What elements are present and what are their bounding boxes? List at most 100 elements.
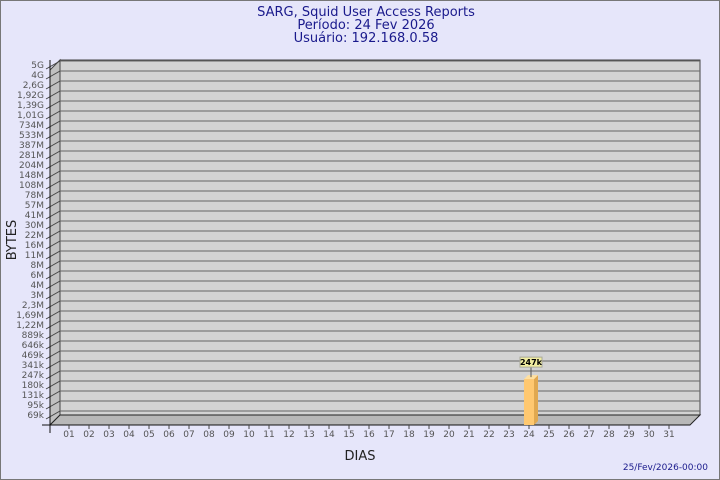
y-tick-mark: [45, 220, 61, 230]
y-tick-label: 95k: [27, 401, 44, 411]
x-tick-label: 23: [503, 430, 514, 440]
y-tick-label: 2,6G: [23, 81, 44, 91]
bar-side: [534, 375, 538, 425]
data-label: 247k: [520, 358, 543, 367]
y-tick-mark: [45, 270, 61, 280]
y-tick-mark: [45, 410, 61, 420]
y-tick-mark: [45, 60, 61, 70]
x-tick-label: 24: [523, 430, 535, 440]
y-tick-mark: [45, 320, 61, 330]
y-tick-label: 6M: [31, 271, 45, 281]
y-tick-label: 180k: [22, 381, 45, 391]
x-tick-label: 30: [643, 430, 655, 440]
y-tick-label: 1,22M: [16, 321, 44, 331]
y-tick-label: 131k: [22, 391, 45, 401]
y-tick-label: 22M: [25, 231, 44, 241]
y-tick-mark: [45, 330, 61, 340]
y-tick-mark: [45, 170, 61, 180]
x-axis-label: DIAS: [345, 449, 376, 464]
y-tick-mark: [45, 350, 61, 360]
y-tick-mark: [45, 310, 61, 320]
y-tick-label: 281M: [19, 151, 44, 161]
y-tick-mark: [45, 70, 61, 80]
x-tick-label: 17: [383, 430, 394, 440]
y-tick-mark: [45, 370, 61, 380]
chart-title: SARG, Squid User Access Reports: [257, 5, 475, 20]
x-tick-label: 28: [603, 430, 615, 440]
x-tick-label: 26: [563, 430, 575, 440]
y-tick-mark: [45, 130, 61, 140]
y-tick-mark: [45, 240, 61, 250]
x-tick-label: 11: [263, 430, 274, 440]
x-tick-label: 16: [363, 430, 375, 440]
data-label-box: [519, 356, 543, 368]
y-tick-label: 341k: [22, 361, 45, 371]
x-tick-label: 05: [143, 430, 154, 440]
floor: [48, 414, 702, 426]
y-tick-label: 4G: [31, 71, 44, 81]
y-tick-label: 1,92G: [17, 91, 44, 101]
y-tick-mark: [45, 90, 61, 100]
y-tick-mark: [45, 210, 61, 220]
y-tick-mark: [45, 400, 61, 410]
x-tick-label: 18: [403, 430, 415, 440]
x-tick-label: 01: [63, 430, 74, 440]
y-tick-label: 889k: [22, 331, 45, 341]
y-tick-mark: [45, 110, 61, 120]
y-tick-mark: [45, 120, 61, 130]
y-tick-label: 1,69M: [16, 311, 44, 321]
y-tick-mark: [45, 200, 61, 210]
x-tick-label: 27: [583, 430, 594, 440]
y-axis-label: BYTES: [5, 220, 20, 261]
y-tick-label: 3M: [31, 291, 45, 301]
y-tick-mark: [45, 100, 61, 110]
y-tick-label: 30M: [25, 221, 44, 231]
x-tick-label: 10: [243, 430, 255, 440]
x-tick-label: 19: [423, 430, 435, 440]
y-tick-label: 11M: [25, 251, 44, 261]
y-tick-mark: [45, 390, 61, 400]
y-tick-mark: [45, 150, 61, 160]
x-tick-label: 04: [123, 430, 135, 440]
y-tick-label: 533M: [19, 131, 44, 141]
y-tick-label: 108M: [19, 181, 44, 191]
chart-period: Período: 24 Fev 2026: [297, 18, 434, 33]
y-tick-label: 1,01G: [17, 111, 44, 121]
x-tick-label: 14: [323, 430, 335, 440]
y-tick-label: 5G: [31, 61, 44, 71]
y-tick-mark: [45, 340, 61, 350]
y-tick-mark: [45, 190, 61, 200]
y-tick-label: 247k: [22, 371, 45, 381]
x-tick-label: 13: [303, 430, 314, 440]
side-wall: [49, 58, 61, 427]
x-tick-label: 03: [103, 430, 114, 440]
y-tick-mark: [45, 260, 61, 270]
y-tick-label: 16M: [25, 241, 44, 251]
x-tick-label: 07: [183, 430, 194, 440]
y-tick-label: 78M: [25, 191, 44, 201]
x-tick-label: 25: [543, 430, 554, 440]
y-tick-label: 4M: [31, 281, 45, 291]
y-tick-mark: [45, 80, 61, 90]
y-tick-label: 69k: [27, 411, 44, 421]
y-tick-mark: [45, 290, 61, 300]
x-tick-label: 06: [163, 430, 175, 440]
y-tick-label: 41M: [25, 211, 44, 221]
y-tick-label: 8M: [31, 261, 45, 271]
x-tick-label: 15: [343, 430, 354, 440]
y-tick-label: 387M: [19, 141, 44, 151]
y-tick-mark: [45, 140, 61, 150]
chart-user: Usuário: 192.168.0.58: [294, 31, 439, 46]
y-tick-label: 469k: [22, 351, 45, 361]
y-tick-mark: [45, 380, 61, 390]
y-tick-mark: [45, 160, 61, 170]
x-tick-label: 29: [623, 430, 635, 440]
y-tick-label: 204M: [19, 161, 44, 171]
y-tick-label: 646k: [22, 341, 45, 351]
y-tick-mark: [45, 280, 61, 290]
timestamp: 25/Fev/2026-00:00: [623, 463, 708, 473]
x-tick-label: 08: [203, 430, 215, 440]
x-tick-label: 20: [443, 430, 455, 440]
y-tick-mark: [45, 180, 61, 190]
